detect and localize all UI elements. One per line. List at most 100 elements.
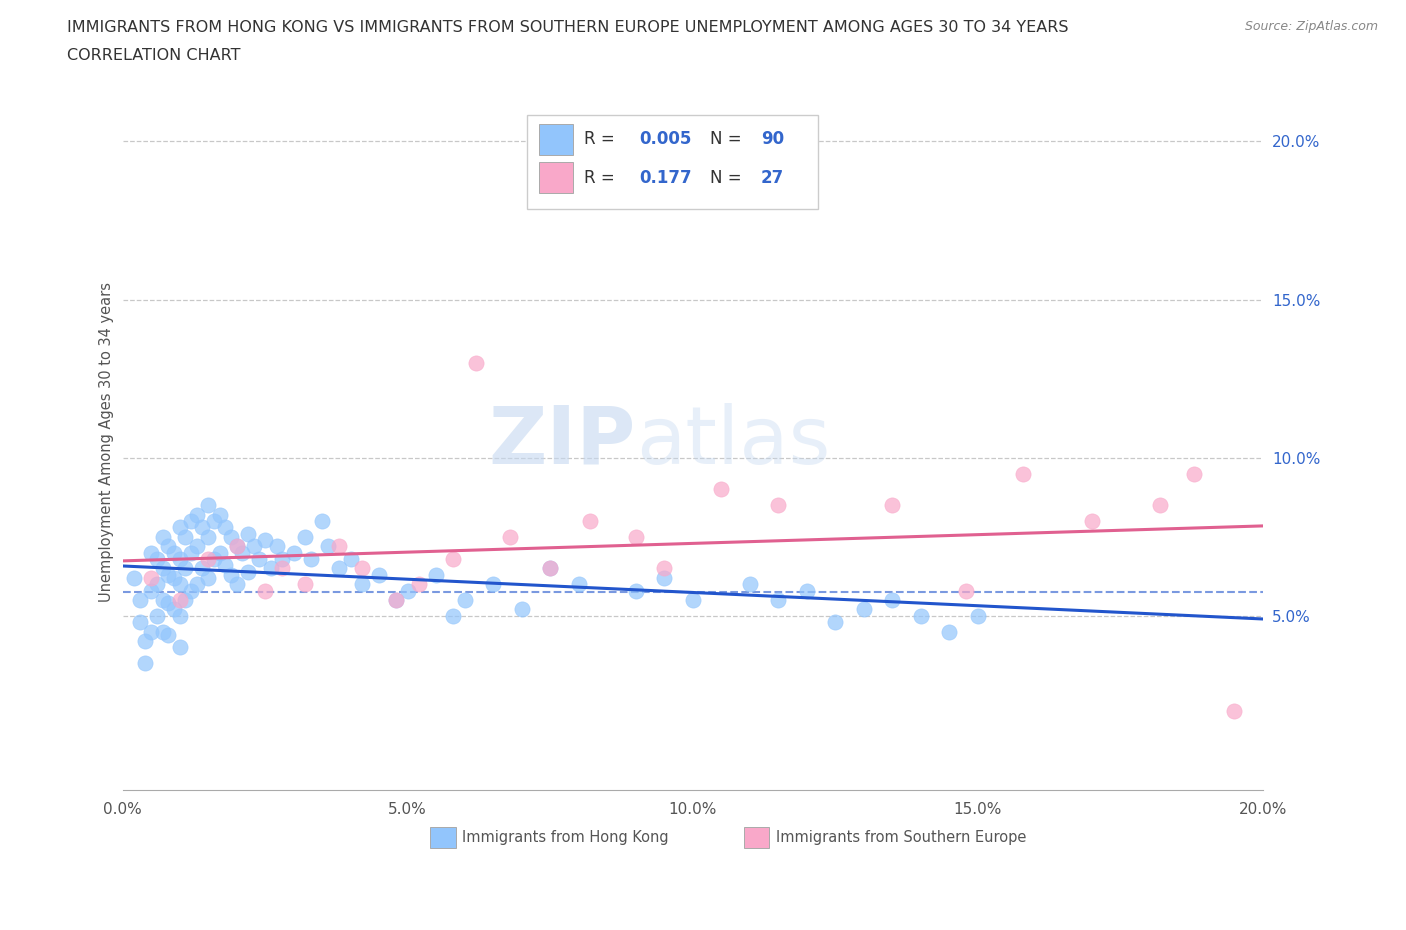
Point: [249, 551, 271, 566]
Point: [174, 529, 197, 544]
Point: [1149, 498, 1171, 512]
Point: [352, 577, 374, 591]
Point: [266, 538, 288, 553]
Point: [682, 592, 704, 607]
Text: IMMIGRANTS FROM HONG KONG VS IMMIGRANTS FROM SOUTHERN EUROPE UNEMPLOYMENT AMONG : IMMIGRANTS FROM HONG KONG VS IMMIGRANTS …: [67, 20, 1069, 35]
Point: [157, 628, 180, 643]
Text: N =: N =: [710, 168, 747, 187]
Point: [141, 624, 163, 639]
Text: N =: N =: [710, 130, 747, 148]
Point: [852, 602, 875, 617]
Text: ZIP: ZIP: [488, 403, 636, 481]
Point: [208, 545, 231, 560]
Point: [568, 577, 591, 591]
Point: [966, 608, 988, 623]
Point: [197, 551, 219, 566]
Point: [208, 507, 231, 522]
Point: [236, 565, 259, 579]
Point: [796, 583, 818, 598]
Point: [624, 583, 647, 598]
Point: [157, 596, 180, 611]
Point: [180, 545, 202, 560]
FancyBboxPatch shape: [538, 162, 574, 193]
Text: Source: ZipAtlas.com: Source: ZipAtlas.com: [1244, 20, 1378, 33]
Point: [152, 561, 174, 576]
Text: 0.177: 0.177: [640, 168, 692, 187]
Point: [396, 583, 419, 598]
Point: [579, 513, 602, 528]
FancyBboxPatch shape: [527, 115, 818, 209]
Y-axis label: Unemployment Among Ages 30 to 34 years: Unemployment Among Ages 30 to 34 years: [100, 282, 114, 602]
Point: [157, 538, 180, 553]
Point: [254, 583, 277, 598]
Point: [339, 551, 361, 566]
Point: [316, 538, 339, 553]
Point: [1182, 466, 1205, 481]
Point: [352, 561, 374, 576]
Text: atlas: atlas: [636, 403, 830, 481]
Point: [260, 561, 283, 576]
Point: [283, 545, 305, 560]
Point: [910, 608, 932, 623]
Text: 0.005: 0.005: [640, 130, 692, 148]
Point: [214, 558, 236, 573]
Point: [652, 561, 675, 576]
Point: [169, 592, 191, 607]
Point: [214, 520, 236, 535]
Text: R =: R =: [585, 168, 626, 187]
Point: [453, 592, 475, 607]
Point: [294, 577, 316, 591]
Text: Immigrants from Hong Kong: Immigrants from Hong Kong: [463, 830, 669, 845]
Point: [882, 592, 904, 607]
Point: [157, 567, 180, 582]
Point: [197, 570, 219, 585]
Point: [186, 507, 208, 522]
Point: [294, 529, 316, 544]
Point: [163, 545, 186, 560]
Point: [271, 561, 294, 576]
Point: [134, 656, 156, 671]
Point: [163, 602, 186, 617]
Point: [180, 583, 202, 598]
Point: [134, 633, 156, 648]
Text: 90: 90: [761, 130, 785, 148]
Point: [186, 577, 208, 591]
Point: [938, 624, 960, 639]
Point: [191, 561, 214, 576]
Point: [311, 513, 333, 528]
Point: [128, 592, 150, 607]
Point: [425, 567, 447, 582]
Point: [499, 529, 522, 544]
Point: [202, 513, 225, 528]
Point: [180, 513, 202, 528]
Point: [122, 570, 145, 585]
Point: [225, 538, 247, 553]
Point: [766, 498, 789, 512]
Point: [738, 577, 761, 591]
Point: [482, 577, 505, 591]
Point: [766, 592, 789, 607]
Point: [328, 561, 350, 576]
Point: [408, 577, 430, 591]
Point: [163, 570, 186, 585]
Point: [141, 545, 163, 560]
Point: [202, 551, 225, 566]
FancyBboxPatch shape: [744, 828, 769, 848]
Point: [174, 561, 197, 576]
Point: [219, 529, 242, 544]
Point: [236, 526, 259, 541]
Point: [955, 583, 977, 598]
Point: [146, 577, 169, 591]
Point: [1080, 513, 1102, 528]
Point: [441, 551, 464, 566]
Text: Immigrants from Southern Europe: Immigrants from Southern Europe: [776, 830, 1026, 845]
Point: [197, 498, 219, 512]
Point: [169, 608, 191, 623]
Point: [441, 608, 464, 623]
Point: [169, 520, 191, 535]
Point: [128, 615, 150, 630]
Point: [510, 602, 533, 617]
Point: [225, 538, 247, 553]
Point: [169, 551, 191, 566]
Point: [385, 592, 408, 607]
